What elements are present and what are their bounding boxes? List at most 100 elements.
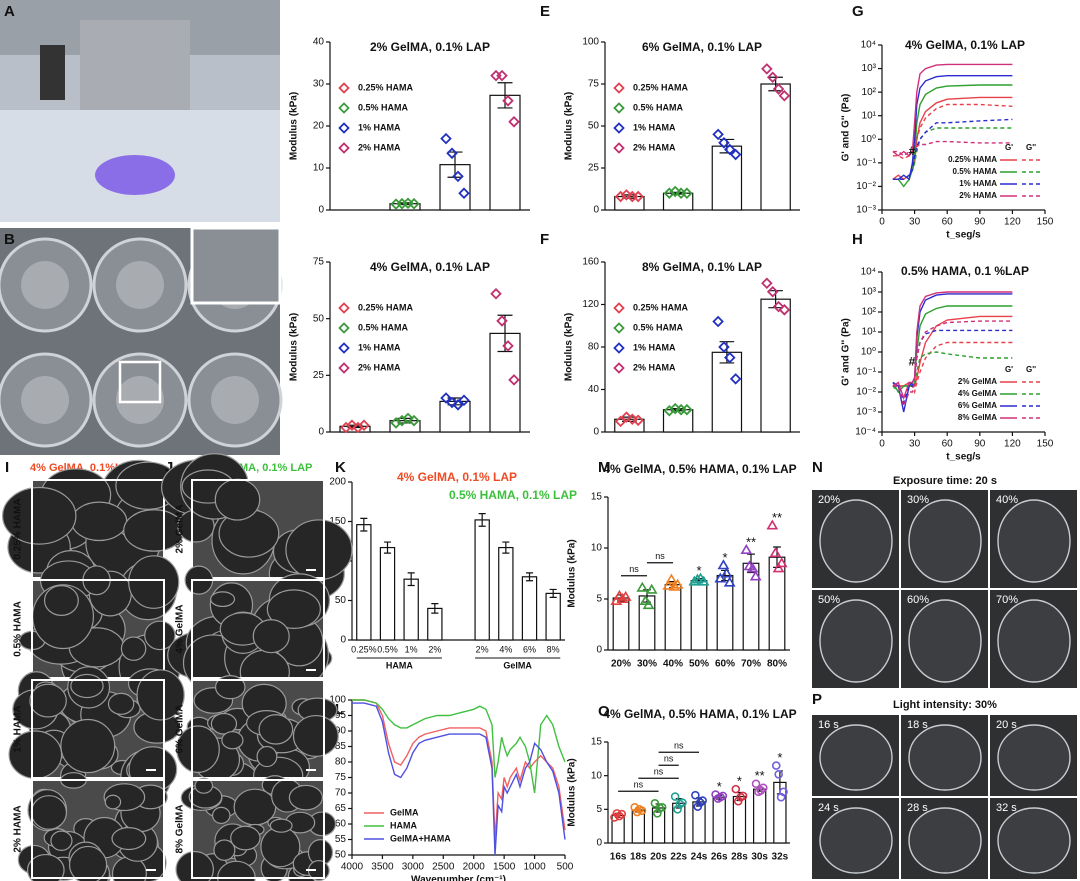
sem-pore bbox=[2, 486, 77, 545]
line-loss bbox=[892, 320, 1013, 409]
y-tick-label: 30 bbox=[313, 79, 325, 90]
y-tick-label: 0 bbox=[318, 427, 324, 438]
cell-label: 16 s bbox=[818, 719, 839, 731]
line-loss bbox=[892, 103, 1013, 160]
point bbox=[766, 285, 779, 298]
y-tick-label: 10⁻¹ bbox=[856, 157, 876, 168]
x-tick-label: 1500 bbox=[493, 862, 516, 873]
point bbox=[632, 190, 644, 203]
legend-label: 2% HAMA bbox=[358, 142, 401, 152]
x-tick-label: 22s bbox=[670, 852, 687, 863]
gel-disc bbox=[908, 499, 982, 583]
significance-star: * bbox=[717, 779, 722, 794]
inset bbox=[190, 226, 282, 305]
y-axis-label: G' and G'' (Pa) bbox=[841, 94, 852, 162]
sem-pore bbox=[128, 555, 180, 609]
point bbox=[714, 572, 727, 583]
x-tick-label: 50% bbox=[689, 659, 709, 670]
sem-pore bbox=[292, 714, 339, 757]
y-tick-label: 70 bbox=[335, 788, 347, 799]
sem-pore bbox=[107, 692, 135, 715]
y-tick-label: 75 bbox=[588, 79, 600, 90]
panel-title: Light intensity: 30% bbox=[893, 699, 997, 711]
y-tick-label: 90 bbox=[335, 726, 347, 737]
significance-label: ns bbox=[634, 780, 644, 790]
point bbox=[508, 116, 520, 128]
bar bbox=[712, 796, 726, 844]
x-axis-label: t_seg/s bbox=[946, 452, 981, 463]
x-tick-label: 2000 bbox=[463, 862, 486, 873]
point bbox=[668, 580, 681, 591]
sem-pore bbox=[211, 806, 231, 825]
point bbox=[681, 187, 693, 199]
y-tick-label: 10³ bbox=[862, 63, 877, 74]
cell-label: 60% bbox=[907, 594, 929, 606]
line-loss bbox=[892, 118, 1013, 180]
chart-title: 4% GelMA, 0.1% LAP bbox=[905, 38, 1025, 52]
point bbox=[663, 187, 676, 199]
bar bbox=[711, 351, 743, 433]
sem-frame bbox=[31, 779, 165, 879]
line-storage bbox=[892, 291, 1013, 401]
x-tick-label: 2% bbox=[428, 644, 441, 654]
x-tick-label: 18s bbox=[630, 852, 647, 863]
bar bbox=[760, 83, 791, 211]
x-tick-label: 6% bbox=[523, 644, 536, 654]
x-tick-label: 500 bbox=[557, 862, 574, 873]
y-tick-label: 10⁻⁴ bbox=[855, 427, 876, 438]
error-bar bbox=[525, 572, 534, 582]
y-tick-label: 10⁴ bbox=[861, 40, 876, 51]
y-axis-label: Modulus (kPa) bbox=[567, 758, 578, 826]
sem-frame bbox=[191, 479, 325, 579]
legend-label: 0.5% HAMA bbox=[358, 102, 409, 112]
sem-pore bbox=[258, 714, 294, 745]
sem-pore bbox=[213, 839, 236, 861]
panel-letter: G bbox=[852, 3, 864, 20]
x-tick-label: 1000 bbox=[523, 862, 546, 873]
point bbox=[496, 69, 508, 82]
significance-star: ** bbox=[746, 534, 756, 549]
x-tick-label: 0.25% bbox=[351, 644, 377, 654]
gel-disc bbox=[819, 807, 893, 874]
point bbox=[620, 411, 633, 423]
point bbox=[657, 803, 667, 812]
sem-pore bbox=[68, 845, 108, 881]
y-axis-label: Modulus (kPa) bbox=[289, 313, 300, 381]
panel-letter: H bbox=[852, 231, 863, 248]
y-tick-label: 10² bbox=[862, 307, 877, 318]
cell-label: 32 s bbox=[996, 802, 1017, 814]
legend-label: 0.25% HAMA bbox=[358, 82, 414, 92]
gel bbox=[21, 376, 69, 424]
x-tick-label: 8% bbox=[547, 644, 560, 654]
y-tick-label: 10⁰ bbox=[861, 134, 876, 145]
x-tick-label: 3500 bbox=[371, 862, 394, 873]
sem-frame bbox=[31, 679, 165, 779]
panel-letter: A bbox=[4, 3, 15, 20]
y-tick-label: 20 bbox=[313, 121, 325, 132]
point bbox=[636, 581, 649, 592]
gel bbox=[116, 376, 164, 424]
panel-letter: F bbox=[540, 231, 549, 248]
chart-title: 8% GelMA, 0.1% LAP bbox=[642, 260, 762, 274]
sem-pore bbox=[144, 620, 176, 651]
y-tick-label: 10¹ bbox=[862, 327, 877, 338]
point bbox=[642, 599, 655, 610]
significance-star: ** bbox=[772, 510, 782, 525]
x-tick-label: 60% bbox=[715, 659, 735, 670]
y-tick-label: 10 bbox=[591, 543, 603, 554]
legend-swatch bbox=[338, 142, 350, 154]
legend-swatch bbox=[338, 302, 350, 314]
line-loss bbox=[892, 341, 1013, 395]
point bbox=[720, 567, 733, 578]
bar bbox=[545, 592, 561, 641]
bar bbox=[379, 546, 396, 641]
legend-label: 2% HAMA bbox=[633, 362, 676, 372]
point bbox=[740, 543, 753, 554]
x-tick-label: 0 bbox=[879, 439, 885, 450]
sem-pore bbox=[252, 619, 290, 654]
legend-label: GelMA+HAMA bbox=[390, 833, 451, 843]
legend-label: 1% HAMA bbox=[959, 179, 997, 188]
sem-pore bbox=[221, 731, 244, 750]
y-axis-label: G' and G'' (Pa) bbox=[841, 318, 852, 386]
x-tick-label: 28s bbox=[731, 852, 748, 863]
